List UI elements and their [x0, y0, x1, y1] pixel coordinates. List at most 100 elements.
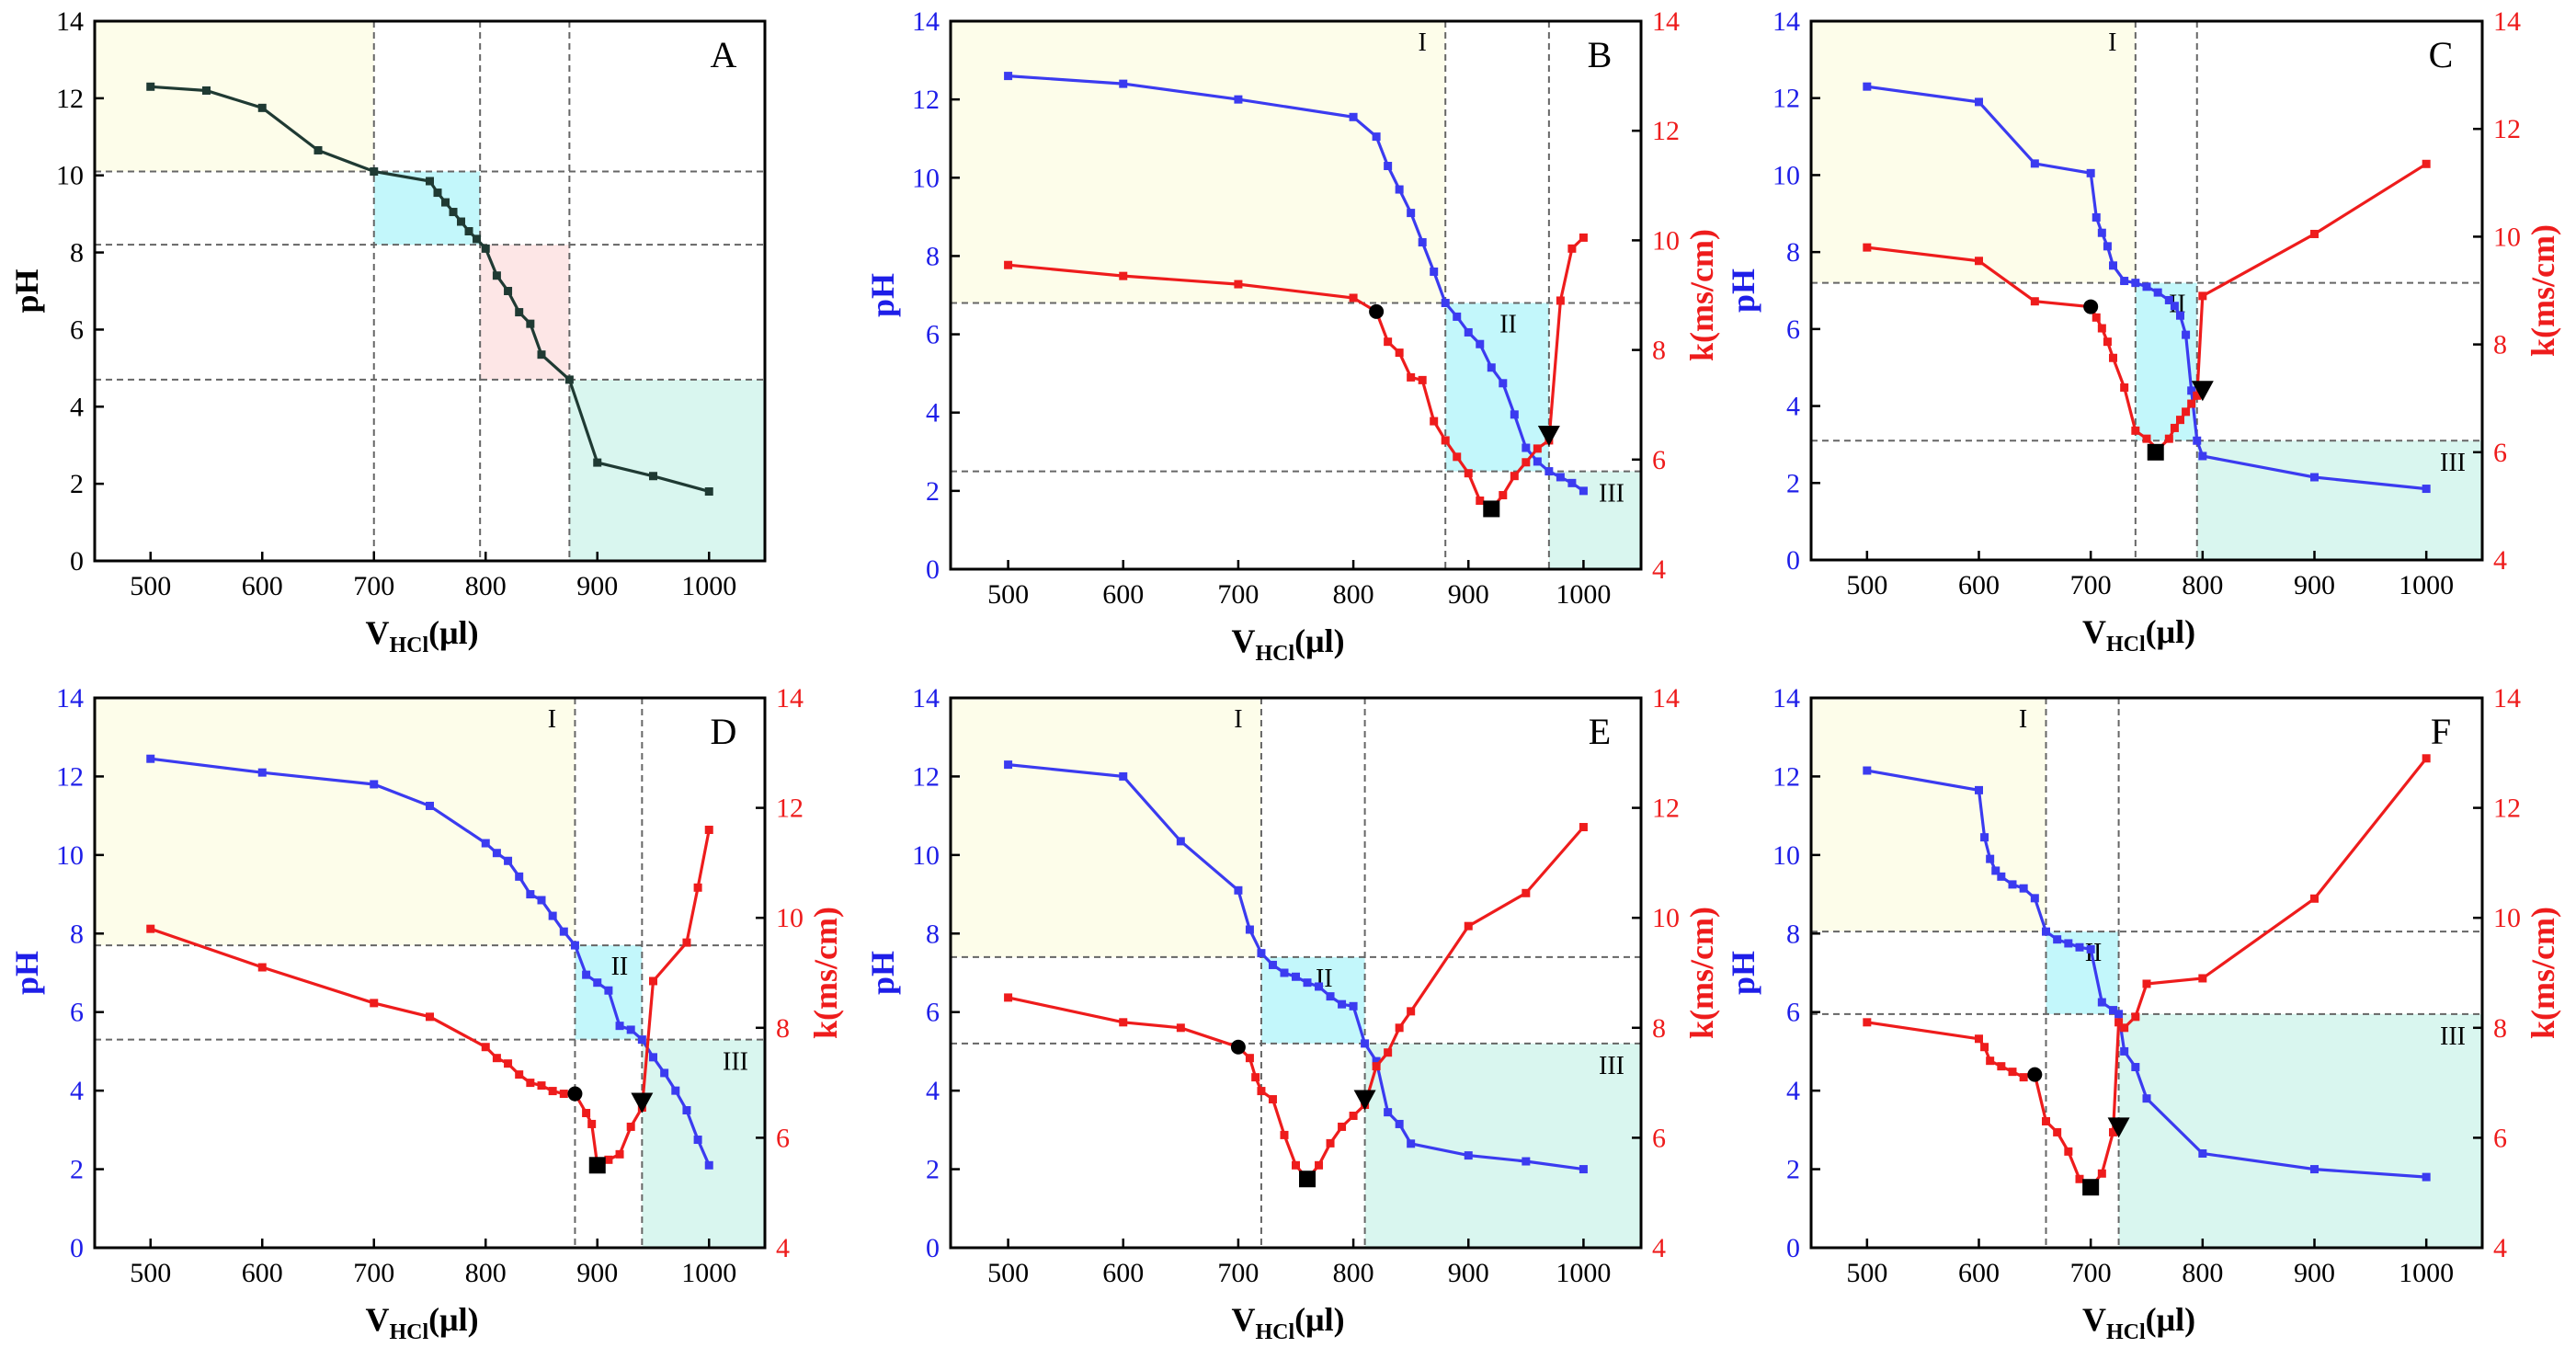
data-point-ph	[504, 287, 513, 295]
y-tick-label: 8	[1786, 919, 1800, 949]
data-point-k	[1997, 1062, 2006, 1071]
x-axis-title: VHCl(μl)	[2082, 1301, 2195, 1344]
data-point-k	[2019, 1073, 2028, 1082]
data-point-k	[1384, 337, 1393, 347]
y-tick-label: 6	[70, 998, 84, 1028]
y2-tick-label: 4	[1652, 554, 1666, 585]
series-line-ph	[1008, 763, 1584, 1171]
y2-tick-label: 12	[2493, 114, 2521, 144]
data-point-k	[615, 1149, 624, 1159]
x-tick-label: 600	[242, 571, 283, 601]
data-point-ph	[2075, 942, 2084, 952]
data-point-k	[1257, 1087, 1266, 1096]
y-axis-title-ph: pH	[8, 951, 45, 995]
x-tick-label: 500	[130, 1258, 171, 1288]
minimum-square-marker	[2147, 443, 2164, 461]
y-tick-label: 4	[70, 1076, 84, 1106]
y-tick-label: 8	[70, 919, 84, 949]
data-point-ph	[649, 1053, 657, 1062]
data-point-ph	[426, 177, 434, 186]
data-point-ph	[564, 375, 574, 384]
data-point-k	[2198, 291, 2207, 301]
y2-tick-label: 12	[1652, 794, 1680, 824]
x-axis-title-main: V	[366, 614, 390, 651]
data-point-ph	[2142, 282, 2151, 291]
x-tick-label: 1000	[2399, 570, 2454, 600]
data-point-ph	[593, 458, 602, 467]
data-point-ph	[1975, 785, 1983, 794]
data-point-ph	[426, 801, 434, 810]
x-tick-label: 600	[1102, 579, 1144, 610]
data-point-ph	[2193, 436, 2202, 445]
data-point-k	[2120, 1023, 2129, 1033]
data-point-ph	[492, 849, 501, 858]
y-axis-title-ph: pH	[1725, 951, 1761, 995]
x-tick-label: 900	[1448, 579, 1489, 610]
end-triangle-marker	[2107, 1117, 2130, 1138]
x-axis-title: VHCl(μl)	[1232, 1301, 1345, 1344]
data-point-k	[1407, 1007, 1416, 1016]
y2-tick-label: 14	[2493, 683, 2521, 714]
data-point-ph	[682, 1106, 691, 1114]
panel-letter: E	[1589, 711, 1611, 752]
x-axis-title-main: V	[366, 1301, 390, 1338]
region-label-ii: II	[1499, 311, 1517, 339]
plot-frame	[93, 19, 767, 563]
region-iii	[2196, 440, 2482, 560]
data-point-k	[2109, 1127, 2117, 1136]
y-tick-label: 8	[70, 238, 84, 268]
data-point-k	[548, 1087, 557, 1096]
data-point-ph	[1234, 885, 1243, 895]
data-point-k	[1292, 1160, 1300, 1170]
data-point-ph	[1004, 760, 1013, 770]
plot-frame	[1809, 696, 2484, 1250]
data-point-ph	[2030, 894, 2039, 903]
data-point-ph	[1384, 1108, 1393, 1117]
y-tick-label: 10	[1772, 160, 1800, 190]
region-label-i: I	[1234, 705, 1242, 734]
data-point-ph	[146, 82, 155, 91]
data-point-ph	[1349, 1001, 1358, 1011]
data-point-ph	[637, 1035, 646, 1045]
data-point-k	[1119, 1018, 1128, 1027]
y-tick-label: 2	[926, 1155, 940, 1185]
data-point-k	[504, 1059, 513, 1068]
minimum-square-marker	[588, 1157, 606, 1174]
y-tick-label: 4	[926, 398, 940, 428]
y2-tick-label: 10	[1652, 225, 1680, 256]
data-point-ph	[582, 970, 591, 979]
data-point-k	[1245, 1054, 1254, 1063]
start-circle-marker	[1230, 1039, 1246, 1055]
data-point-ph	[559, 927, 568, 936]
x-tick-label: 600	[1958, 1258, 2000, 1288]
region-i	[95, 698, 576, 946]
data-point-k	[1384, 1048, 1393, 1057]
data-point-k	[604, 1155, 613, 1164]
data-point-ph	[2153, 288, 2162, 297]
data-point-k	[1453, 452, 1462, 462]
data-point-ph	[492, 271, 501, 280]
data-point-k	[1349, 1111, 1358, 1120]
x-tick-label: 1000	[1556, 579, 1611, 610]
y2-tick-label: 8	[1652, 336, 1666, 366]
end-triangle-marker	[631, 1092, 654, 1113]
x-axis-title-sub: HCl	[390, 634, 429, 657]
x-tick-label: 500	[987, 1258, 1029, 1288]
y-axis-title-conductivity: k(ms/cm)	[2525, 907, 2561, 1039]
data-point-ph	[1407, 209, 1416, 218]
y-tick-label: 0	[70, 546, 84, 577]
data-point-ph	[2092, 212, 2101, 222]
x-axis-title: VHCl(μl)	[366, 1301, 479, 1344]
end-triangle-marker	[2191, 381, 2214, 402]
plot-frame	[93, 696, 767, 1250]
y-tick-label: 12	[912, 761, 940, 792]
x-axis-title-main: V	[2082, 613, 2106, 650]
y-tick-label: 10	[56, 840, 84, 871]
y2-tick-label: 14	[2493, 6, 2521, 37]
data-point-ph	[1315, 982, 1324, 991]
data-point-ph	[2042, 927, 2050, 936]
data-point-ph	[1556, 473, 1565, 482]
data-point-ph	[2109, 261, 2117, 270]
y2-tick-label: 4	[776, 1233, 790, 1263]
y-tick-label: 14	[912, 683, 940, 714]
